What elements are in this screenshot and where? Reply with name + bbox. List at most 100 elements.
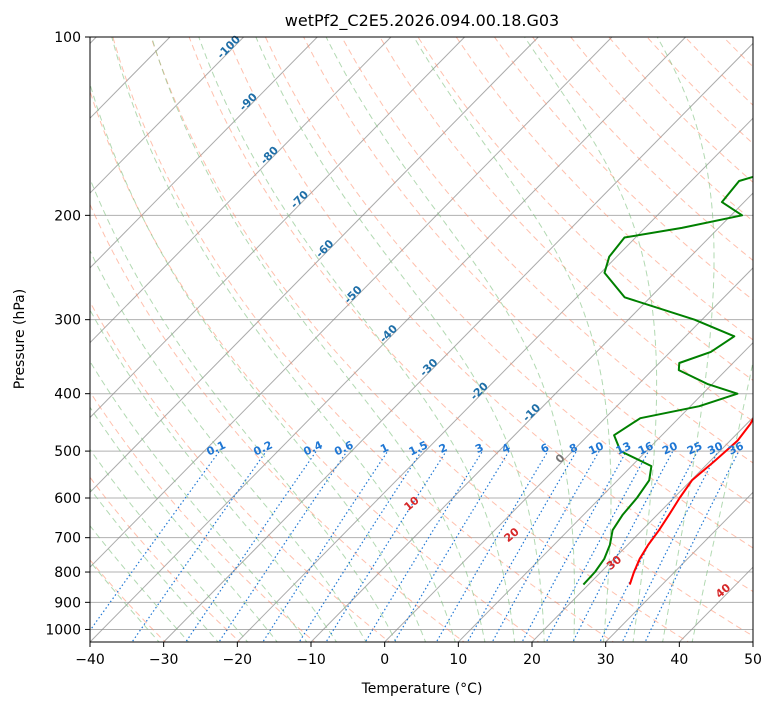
moist-adiabat-line xyxy=(90,406,278,642)
dry-adiabat-line xyxy=(112,37,615,642)
y-tick-label: 800 xyxy=(54,565,81,581)
mixing-ratio-line xyxy=(364,450,484,642)
x-tick-label: 30 xyxy=(597,652,615,668)
dry-adiabat-line xyxy=(226,37,753,593)
profiles xyxy=(582,175,753,586)
y-tick-label: 600 xyxy=(54,491,81,507)
isotherm-label: -10 xyxy=(520,401,543,424)
mixing-ratio-label: 3 xyxy=(473,441,485,456)
isotherm-line xyxy=(90,37,539,494)
mixing-ratio-line xyxy=(131,450,267,642)
dry-adiabat-line xyxy=(722,37,753,68)
mixing-ratio-label: 16 xyxy=(636,439,656,457)
isotherm-line xyxy=(90,37,244,194)
dry-adiabat-line xyxy=(90,203,465,642)
background-lines xyxy=(90,37,775,644)
dry-adiabat-line xyxy=(532,37,753,262)
isotherm-line xyxy=(605,491,753,642)
y-tick-label: 400 xyxy=(54,387,81,403)
dry-adiabat-line xyxy=(761,37,775,644)
x-tick-label: −20 xyxy=(223,652,253,668)
isotherm-line xyxy=(90,37,392,344)
isotherm-label: -20 xyxy=(468,379,491,402)
dry-adiabat-label: 10 xyxy=(402,494,422,514)
moist-adiabat-line xyxy=(90,82,427,642)
dry-adiabat-line xyxy=(379,37,753,422)
x-tick-label: −10 xyxy=(296,652,326,668)
isotherm-line xyxy=(90,37,465,419)
plot-frame xyxy=(89,36,754,643)
y-tick-label: 500 xyxy=(54,444,81,460)
moist-adiabat-line xyxy=(413,37,612,642)
mixing-ratio-line xyxy=(621,450,719,642)
isotherm-line xyxy=(531,416,753,642)
x-tick-label: −30 xyxy=(149,652,179,668)
isotherm-line xyxy=(90,37,686,642)
isotherm-label: -30 xyxy=(417,356,440,379)
isotherm-line xyxy=(310,192,753,642)
mixing-ratio-label: 20 xyxy=(660,439,680,457)
dry-adiabat-line xyxy=(150,37,690,642)
dry-adiabat-line xyxy=(90,301,391,642)
dry-adiabat-line xyxy=(493,37,753,301)
moist-adiabat-line xyxy=(198,37,516,642)
moist-adiabat-line xyxy=(691,359,753,642)
dewpoint-profile xyxy=(582,175,753,586)
mixing-ratio-label: 0.6 xyxy=(332,438,355,458)
mixing-ratio-label: 1 xyxy=(378,441,390,456)
y-tick-label: 200 xyxy=(54,208,81,224)
mixing-ratio-line xyxy=(185,450,317,642)
mixing-ratio-line xyxy=(325,450,447,642)
isoline-labels: -100-90-80-70-60-50-40-30-20-10010203040… xyxy=(205,33,747,601)
moist-adiabat-line xyxy=(90,249,367,642)
y-tick-label: 100 xyxy=(54,30,81,46)
moist-adiabat-line xyxy=(151,37,486,642)
moist-adiabat-line xyxy=(90,309,338,642)
mixing-ratio-line xyxy=(599,450,699,642)
mixing-ratio-line xyxy=(262,450,389,642)
mixing-ratio-line xyxy=(491,450,600,642)
isotherm-line xyxy=(752,641,753,642)
chart-title: wetPf2_C2E5.2026.094.00.18.G03 xyxy=(285,11,559,31)
isotherm-line xyxy=(90,37,318,269)
dry-adiabat-line xyxy=(90,391,316,642)
temperature-profile xyxy=(628,416,753,585)
dry-adiabat-line xyxy=(608,37,753,183)
dry-adiabat-label: 20 xyxy=(502,525,522,545)
dry-adiabat-label: 40 xyxy=(713,581,733,601)
mixing-ratio-label: 2 xyxy=(437,441,449,456)
isotherm-line xyxy=(384,267,753,642)
mixing-ratio-line xyxy=(572,450,674,642)
mixing-ratio-label: 13 xyxy=(614,439,633,457)
moist-adiabat-line xyxy=(90,524,190,642)
mixing-ratio-label: 1.5 xyxy=(407,438,430,458)
isotherm-line xyxy=(90,37,613,568)
mixing-ratio-label: 25 xyxy=(685,439,704,457)
x-tick-label: 40 xyxy=(670,652,688,668)
mixing-ratio-label: 6 xyxy=(539,441,552,456)
isotherm-label: -90 xyxy=(237,90,260,113)
isotherm-label: -70 xyxy=(288,188,311,211)
dry-adiabat-label: 30 xyxy=(604,553,624,573)
isotherm-label: -80 xyxy=(258,144,281,167)
dry-adiabat-line xyxy=(264,37,753,549)
x-tick-label: 50 xyxy=(744,652,762,668)
moist-adiabat-line xyxy=(90,448,249,642)
dry-adiabat-line xyxy=(303,37,753,506)
mixing-ratio-label: 0.1 xyxy=(205,438,228,458)
moist-adiabat-line xyxy=(255,37,545,642)
x-tick-label: −40 xyxy=(75,652,105,668)
dry-adiabat-line xyxy=(570,37,753,222)
moist-adiabat-line xyxy=(656,37,715,642)
dry-adiabat-line xyxy=(188,37,753,637)
mixing-ratio-line xyxy=(218,450,348,642)
isotherm-line xyxy=(163,42,753,642)
x-tick-label: 10 xyxy=(449,652,467,668)
mixing-ratio-label: 10 xyxy=(587,439,607,457)
mixing-ratio-label: 4 xyxy=(500,441,513,456)
isotherm-line xyxy=(457,341,753,642)
dry-adiabat-line xyxy=(684,37,753,106)
y-axis: 100 200 300 400 500 600 700 800 900 1000 xyxy=(45,30,90,638)
